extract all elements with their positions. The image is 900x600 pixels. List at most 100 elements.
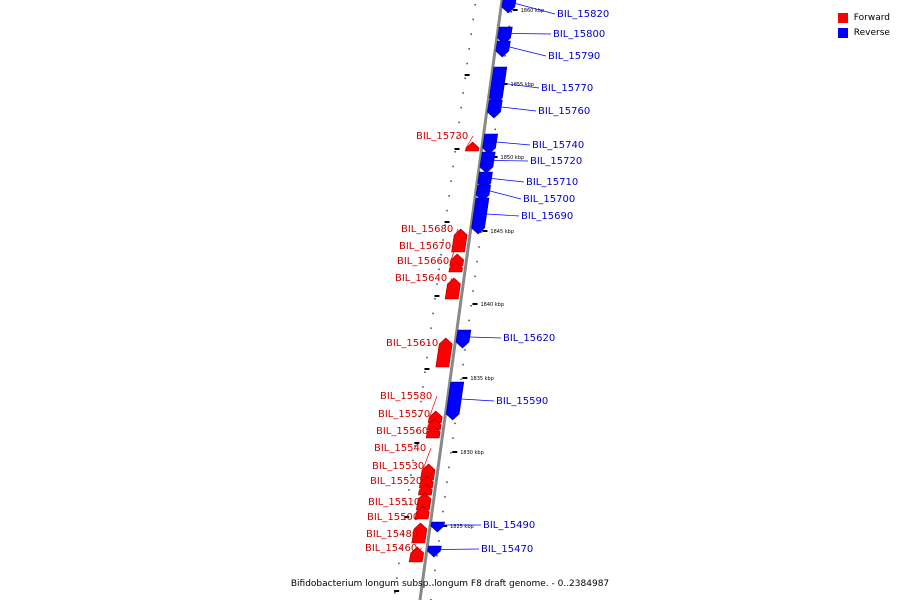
gene-label-bil-15560[interactable]: BIL_15560 (376, 426, 428, 437)
gene-label-bil-15610[interactable]: BIL_15610 (386, 338, 438, 349)
minor-tick (450, 452, 452, 454)
genome-axis (418, 0, 504, 600)
gene-connector (501, 106, 537, 112)
gene-label-bil-15520[interactable]: BIL_15520 (370, 476, 422, 487)
minor-tick (460, 106, 462, 109)
gene-connector (415, 514, 425, 518)
minor-tick (424, 371, 426, 373)
minor-tick (404, 518, 406, 520)
gene-connector (491, 178, 525, 183)
gene-connector (494, 160, 529, 162)
tick-label: 1845 kbp (490, 229, 514, 235)
gene-label-bil-15690[interactable]: BIL_15690 (521, 211, 573, 222)
gene-label-bil-15770[interactable]: BIL_15770 (541, 83, 593, 94)
minor-tick (462, 92, 464, 94)
gene-label-bil-15460[interactable]: BIL_15460 (365, 543, 417, 554)
gene-label-bil-15730[interactable]: BIL_15730 (416, 131, 468, 142)
minor-tick (446, 209, 448, 212)
gene-label-bil-15710[interactable]: BIL_15710 (526, 177, 578, 188)
gene-label-bil-15530[interactable]: BIL_15530 (372, 461, 424, 472)
tick-label: 1830 kbp (460, 450, 484, 456)
gene-label-bil-15500[interactable]: BIL_15500 (367, 512, 419, 523)
gene-label-bil-15620[interactable]: BIL_15620 (503, 333, 555, 344)
gene-connector (412, 533, 424, 536)
gene-connector (440, 548, 480, 550)
gene-arrow-bil-15740[interactable] (482, 133, 499, 155)
gene-arrow-bil-15820[interactable] (501, 0, 517, 14)
minor-tick (466, 62, 468, 65)
minor-tick (432, 312, 434, 315)
minor-tick (436, 554, 438, 557)
gene-arrow-bil-15480[interactable] (411, 522, 428, 544)
legend-reverse-label: Reverse (853, 27, 890, 38)
gene-label-bil-15760[interactable]: BIL_15760 (538, 106, 590, 117)
gene-label-bil-15510[interactable]: BIL_15510 (368, 497, 420, 508)
tick-label: 1850 kbp (501, 155, 525, 161)
minor-tick (400, 547, 402, 550)
gene-arrow-bil-15790[interactable] (495, 40, 511, 58)
minor-tick (434, 298, 436, 300)
minor-tick (444, 224, 446, 226)
gene-label-bil-15640[interactable]: BIL_15640 (395, 273, 447, 284)
minor-tick (430, 327, 432, 329)
reverse-swatch (837, 27, 848, 38)
minor-tick (480, 231, 482, 233)
gene-arrow-bil-15560[interactable] (425, 425, 441, 439)
legend-reverse: Reverse (837, 25, 890, 40)
major-tick (394, 590, 400, 592)
gene-arrow-bil-15760[interactable] (487, 99, 503, 119)
minor-tick (462, 363, 464, 366)
gene-arrow-bil-15470[interactable] (427, 545, 442, 558)
gene-connector (445, 277, 453, 291)
minor-tick (478, 246, 480, 248)
gene-arrow-bil-15640[interactable] (444, 277, 461, 300)
major-tick (424, 368, 430, 370)
minor-tick (456, 136, 458, 138)
gene-arrow-bil-15490[interactable] (430, 521, 446, 533)
minor-tick (444, 496, 446, 498)
gene-label-bil-15680[interactable]: BIL_15680 (401, 224, 453, 235)
gene-arrow-bil-15730[interactable] (464, 141, 480, 152)
gene-label-bil-15820[interactable]: BIL_15820 (557, 9, 609, 20)
minor-tick (398, 562, 400, 565)
minor-tick (412, 459, 414, 462)
gene-label-bil-15720[interactable]: BIL_15720 (530, 156, 582, 167)
gene-label-bil-15540[interactable]: BIL_15540 (374, 443, 426, 454)
gene-connector (469, 336, 502, 339)
minor-tick (394, 592, 396, 594)
major-tick (512, 9, 518, 11)
gene-label-bil-15700[interactable]: BIL_15700 (523, 194, 575, 205)
gene-arrow-bil-15590[interactable] (445, 381, 465, 421)
gene-layer (408, 0, 517, 563)
gene-arrow-bil-15610[interactable] (435, 337, 453, 368)
gene-label-bil-15740[interactable]: BIL_15740 (532, 140, 584, 151)
gene-connector (437, 342, 444, 355)
legend-forward-label: Forward (853, 12, 890, 23)
minor-tick (396, 577, 398, 579)
gene-label-bil-15790[interactable]: BIL_15790 (548, 51, 600, 62)
tick-label: 1840 kbp (480, 302, 504, 308)
gene-arrow-bil-15620[interactable] (455, 329, 472, 349)
minor-tick (474, 275, 476, 278)
gene-label-bil-15480[interactable]: BIL_15480 (366, 529, 418, 540)
minor-tick (408, 489, 410, 491)
gene-label-bil-15660[interactable]: BIL_15660 (397, 256, 449, 267)
minor-tick (468, 48, 470, 50)
minor-tick (432, 584, 434, 586)
gene-label-bil-15580[interactable]: BIL_15580 (380, 391, 432, 402)
minor-tick (416, 430, 418, 432)
minor-tick (446, 481, 448, 483)
gene-label-bil-15570[interactable]: BIL_15570 (378, 409, 430, 420)
gene-label-bil-15800[interactable]: BIL_15800 (553, 29, 605, 40)
gene-arrow-bil-15460[interactable] (408, 546, 425, 563)
gene-label-bil-15590[interactable]: BIL_15590 (496, 396, 548, 407)
gene-arrow-bil-15690[interactable] (471, 197, 490, 235)
gene-label-bil-15490[interactable]: BIL_15490 (483, 520, 535, 531)
gene-connector (417, 501, 426, 504)
tick-layer: 1860 kbp 1855 kbp 1850 kbp 1845 kbp 1840 kbp… (394, 4, 544, 600)
gene-label-bil-15470[interactable]: BIL_15470 (481, 544, 533, 555)
minor-tick (418, 415, 420, 418)
gene-arrow-bil-15720[interactable] (479, 151, 496, 174)
gene-connector (496, 141, 531, 146)
gene-label-bil-15670[interactable]: BIL_15670 (399, 241, 451, 252)
